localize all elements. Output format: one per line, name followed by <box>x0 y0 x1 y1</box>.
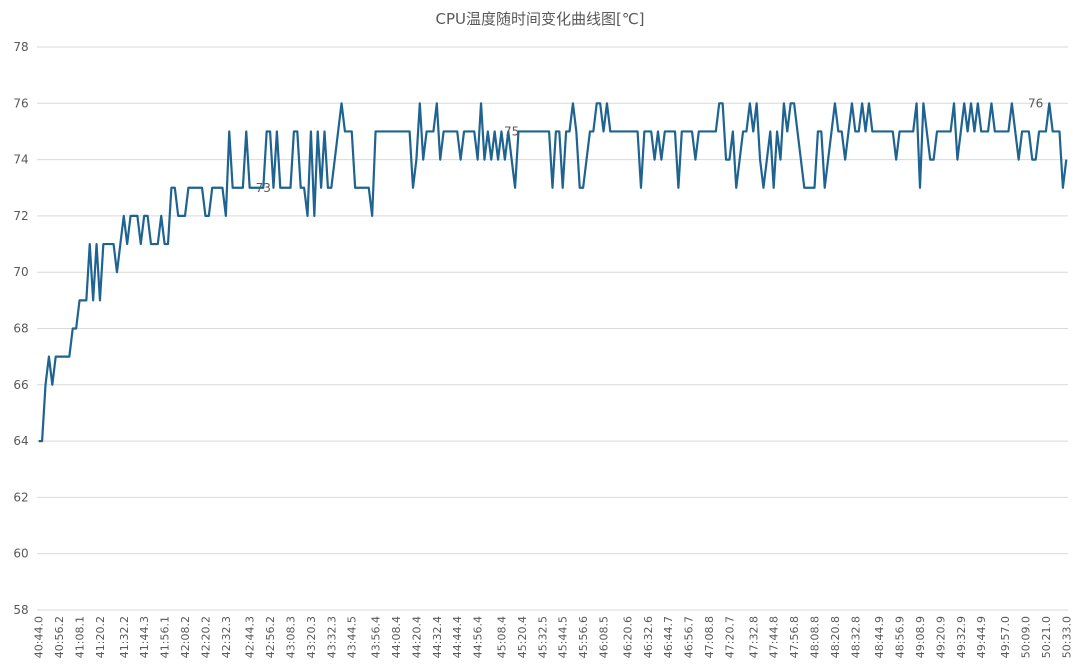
x-tick-label: 49:32.9 <box>955 616 968 658</box>
y-tick-label: 60 <box>13 547 28 561</box>
x-tick-label: 43:08.3 <box>284 616 297 658</box>
x-tick-label: 48:44.9 <box>873 616 886 658</box>
x-axis-tick-labels: 40:44.0 40:56.2 41:08.1 41:20.2 41:32.2 41:44… <box>33 616 1074 658</box>
x-tick-label: 41:08.1 <box>74 616 87 658</box>
data-label: 73 <box>256 181 271 195</box>
x-tick-label: 45:56.6 <box>577 616 590 658</box>
x-tick-label: 50:21.0 <box>1040 616 1053 658</box>
gridlines <box>37 46 1068 611</box>
y-tick-label: 76 <box>13 96 28 110</box>
x-tick-label: 49:57.0 <box>999 616 1012 658</box>
y-tick-label: 64 <box>13 434 28 448</box>
x-tick-label: 41:20.2 <box>94 616 107 658</box>
x-tick-label: 40:56.2 <box>53 616 66 658</box>
y-tick-label: 78 <box>13 40 28 54</box>
x-tick-label: 44:32.4 <box>431 616 444 658</box>
y-tick-label: 66 <box>13 378 28 392</box>
x-tick-label: 46:56.7 <box>683 616 696 658</box>
x-tick-label: 50:09.0 <box>1019 616 1032 658</box>
series-line-cpu-temperature <box>38 102 1068 443</box>
x-tick-label: 45:44.5 <box>557 616 570 658</box>
x-tick-label: 48:20.8 <box>829 616 842 658</box>
x-tick-label: 45:20.4 <box>516 616 529 658</box>
x-tick-label: 40:44.0 <box>33 616 46 658</box>
y-tick-label: 72 <box>13 209 28 223</box>
x-tick-label: 44:56.4 <box>472 616 485 658</box>
x-tick-label: 46:32.6 <box>642 616 655 658</box>
x-tick-label: 47:56.8 <box>788 616 801 658</box>
x-tick-label: 43:56.4 <box>370 616 383 658</box>
x-tick-label: 42:08.2 <box>179 616 192 658</box>
y-tick-label: 68 <box>13 322 28 336</box>
x-tick-label: 45:08.4 <box>495 616 508 658</box>
x-tick-label: 47:20.7 <box>723 616 736 658</box>
x-tick-label: 48:08.8 <box>809 616 822 658</box>
y-tick-label: 70 <box>13 265 28 279</box>
x-tick-label: 49:08.9 <box>914 616 927 658</box>
x-tick-label: 43:32.3 <box>325 616 338 658</box>
x-tick-label: 44:20.4 <box>410 616 423 658</box>
x-tick-label: 46:08.5 <box>598 616 611 658</box>
x-tick-label: 44:44.4 <box>451 616 464 658</box>
data-label: 75 <box>504 124 519 138</box>
x-tick-label: 47:08.8 <box>703 616 716 658</box>
x-tick-label: 42:20.2 <box>199 616 212 658</box>
x-tick-label: 42:44.3 <box>244 616 257 658</box>
x-tick-label: 45:32.5 <box>536 616 549 658</box>
x-tick-label: 42:32.3 <box>220 616 233 658</box>
x-tick-label: 47:44.8 <box>768 616 781 658</box>
x-tick-label: 44:08.4 <box>390 616 403 658</box>
y-tick-label: 62 <box>13 490 28 504</box>
chart-title: CPU温度随时间变化曲线图[℃] <box>435 10 645 28</box>
x-tick-label: 46:20.6 <box>621 616 634 658</box>
x-tick-label: 48:32.8 <box>849 616 862 658</box>
x-tick-label: 41:56.1 <box>159 616 172 658</box>
x-tick-label: 41:32.2 <box>118 616 131 658</box>
x-tick-label: 48:56.9 <box>894 616 907 658</box>
x-tick-label: 43:44.5 <box>346 616 359 658</box>
series-group <box>38 102 1068 443</box>
x-tick-label: 49:20.9 <box>934 616 947 658</box>
x-tick-label: 47:32.8 <box>747 616 760 658</box>
data-label: 76 <box>1028 96 1043 110</box>
x-tick-label: 42:56.2 <box>264 616 277 658</box>
x-tick-label: 41:44.3 <box>138 616 151 658</box>
y-tick-label: 58 <box>13 603 28 617</box>
x-tick-label: 46:44.7 <box>662 616 675 658</box>
x-tick-label: 43:20.3 <box>305 616 318 658</box>
x-tick-label: 49:44.9 <box>975 616 988 658</box>
y-tick-label: 74 <box>13 153 28 167</box>
data-labels-group: 73 75 76 <box>256 96 1044 194</box>
x-tick-label: 50:33.0 <box>1060 616 1073 658</box>
y-axis-tick-labels: 58 60 62 64 66 68 70 72 74 76 78 <box>13 40 28 617</box>
